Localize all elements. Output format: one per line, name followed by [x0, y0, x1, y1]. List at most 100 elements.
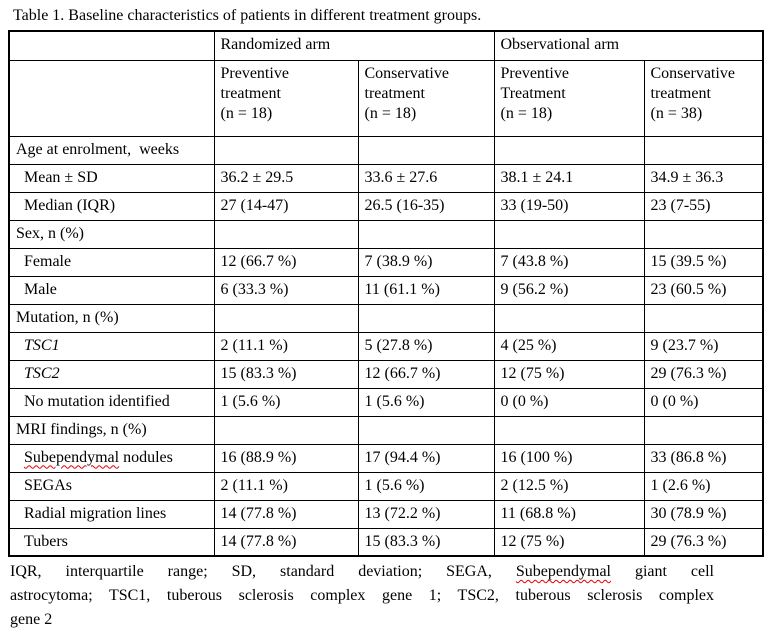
arm-header-row: Randomized arm Observational arm: [8, 30, 764, 61]
row-label-cell: Radial migration lines: [8, 499, 215, 529]
value-cell: 15 (83.3 %): [357, 527, 495, 557]
row-label-text: nodules: [119, 448, 173, 466]
value-cell: 16 (88.9 %): [213, 443, 359, 473]
value-cell: 0 (0 %): [493, 387, 645, 417]
column-header-randomized-conservative: Conservative treatment (n = 18): [357, 59, 495, 137]
value-cell: 5 (27.8 %): [357, 331, 495, 361]
table-row-male: Male 6 (33.3 %) 11 (61.1 %) 9 (56.2 %) 2…: [8, 275, 764, 305]
value-cell: 23 (60.5 %): [643, 275, 764, 305]
value-cell: 11 (61.1 %): [357, 275, 495, 305]
value-cell: 33.6 ± 27.6: [357, 163, 495, 193]
row-label-cell: Male: [8, 275, 215, 305]
value-cell: [213, 135, 359, 165]
value-cell: [643, 303, 764, 333]
value-cell: 38.1 ± 24.1: [493, 163, 645, 193]
value-cell: 16 (100 %): [493, 443, 645, 473]
value-cell: 30 (78.9 %): [643, 499, 764, 529]
value-cell: 23 (7-55): [643, 191, 764, 221]
table-row-median-iqr: Median (IQR) 27 (14-47) 26.5 (16-35) 33 …: [8, 191, 764, 221]
value-cell: 6 (33.3 %): [213, 275, 359, 305]
value-cell: 7 (43.8 %): [493, 247, 645, 277]
value-cell: 15 (39.5 %): [643, 247, 764, 277]
row-label-cell: No mutation identified: [8, 387, 215, 417]
value-cell: 17 (94.4 %): [357, 443, 495, 473]
value-cell: 12 (66.7 %): [213, 247, 359, 277]
value-cell: 33 (86.8 %): [643, 443, 764, 473]
value-cell: 2 (11.1 %): [213, 471, 359, 501]
value-cell: 9 (23.7 %): [643, 331, 764, 361]
value-cell: [213, 415, 359, 445]
value-cell: [493, 135, 645, 165]
table-row-tsc1: TSC1 2 (11.1 %) 5 (27.8 %) 4 (25 %) 9 (2…: [8, 331, 764, 361]
value-cell: 1 (5.6 %): [213, 387, 359, 417]
row-label-cell: Median (IQR): [8, 191, 215, 221]
empty-corner-cell: [8, 59, 215, 137]
column-header-randomized-preventive: Preventive treatment (n = 18): [213, 59, 359, 137]
table-footnote: IQR, interquartile range; SD, standard d…: [10, 560, 714, 632]
footnote-text: giant cell: [610, 563, 714, 580]
arm-header-randomized: Randomized arm: [213, 30, 495, 61]
value-cell: [357, 219, 495, 249]
misspelled-word: Subependymal: [24, 448, 120, 466]
value-cell: 29 (76.3 %): [643, 527, 764, 557]
row-label-cell: Sex, n (%): [8, 219, 215, 249]
value-cell: 9 (56.2 %): [493, 275, 645, 305]
row-label-cell: Subependymal nodules: [8, 443, 215, 473]
column-header-observational-preventive: Preventive Treatment (n = 18): [493, 59, 645, 137]
value-cell: [357, 135, 495, 165]
row-label-cell: Female: [8, 247, 215, 277]
value-cell: 27 (14-47): [213, 191, 359, 221]
row-label-cell: Tubers: [8, 527, 215, 557]
value-cell: 15 (83.3 %): [213, 359, 359, 389]
value-cell: [493, 219, 645, 249]
value-cell: 1 (2.6 %): [643, 471, 764, 501]
value-cell: [213, 219, 359, 249]
row-label-cell: MRI findings, n (%): [8, 415, 215, 445]
misspelled-word: Subependymal: [515, 563, 611, 580]
table-row-tsc2: TSC2 15 (83.3 %) 12 (66.7 %) 12 (75 %) 2…: [8, 359, 764, 389]
value-cell: 2 (12.5 %): [493, 471, 645, 501]
row-label-cell: TSC1: [8, 331, 215, 361]
value-cell: 4 (25 %): [493, 331, 645, 361]
row-label-cell: Age at enrolment, weeks: [8, 135, 215, 165]
value-cell: 34.9 ± 36.3: [643, 163, 764, 193]
value-cell: [493, 303, 645, 333]
value-cell: 12 (75 %): [493, 359, 645, 389]
arm-header-observational: Observational arm: [493, 30, 764, 61]
value-cell: 14 (77.8 %): [213, 527, 359, 557]
value-cell: [643, 219, 764, 249]
row-label-cell: Mean ± SD: [8, 163, 215, 193]
value-cell: [213, 303, 359, 333]
value-cell: 33 (19-50): [493, 191, 645, 221]
value-cell: [357, 415, 495, 445]
value-cell: 26.5 (16-35): [357, 191, 495, 221]
value-cell: [643, 415, 764, 445]
footnote-line-3: gene 2: [10, 611, 53, 628]
table-caption: Table 1. Baseline characteristics of pat…: [13, 7, 482, 24]
value-cell: 36.2 ± 29.5: [213, 163, 359, 193]
value-cell: [493, 415, 645, 445]
empty-corner-cell: [8, 30, 215, 61]
value-cell: 1 (5.6 %): [357, 387, 495, 417]
value-cell: 13 (72.2 %): [357, 499, 495, 529]
value-cell: 7 (38.9 %): [357, 247, 495, 277]
value-cell: [357, 303, 495, 333]
value-cell: 12 (75 %): [493, 527, 645, 557]
value-cell: 14 (77.8 %): [213, 499, 359, 529]
value-cell: [643, 135, 764, 165]
table-row-section-mri: MRI findings, n (%): [8, 415, 764, 445]
table-row-segas: SEGAs 2 (11.1 %) 1 (5.6 %) 2 (12.5 %) 1 …: [8, 471, 764, 501]
value-cell: 2 (11.1 %): [213, 331, 359, 361]
table-row-section-mutation: Mutation, n (%): [8, 303, 764, 333]
table-row-mean-sd: Mean ± SD 36.2 ± 29.5 33.6 ± 27.6 38.1 ±…: [8, 163, 764, 193]
value-cell: 29 (76.3 %): [643, 359, 764, 389]
footnote-line-1: IQR, interquartile range; SD, standard d…: [10, 560, 714, 584]
value-cell: 11 (68.8 %): [493, 499, 645, 529]
value-cell: 0 (0 %): [643, 387, 764, 417]
table-row-tubers: Tubers 14 (77.8 %) 15 (83.3 %) 12 (75 %)…: [8, 527, 764, 557]
value-cell: 12 (66.7 %): [357, 359, 495, 389]
baseline-characteristics-table: Randomized arm Observational arm Prevent…: [8, 30, 764, 557]
row-label-cell: Mutation, n (%): [8, 303, 215, 333]
table-row-female: Female 12 (66.7 %) 7 (38.9 %) 7 (43.8 %)…: [8, 247, 764, 277]
